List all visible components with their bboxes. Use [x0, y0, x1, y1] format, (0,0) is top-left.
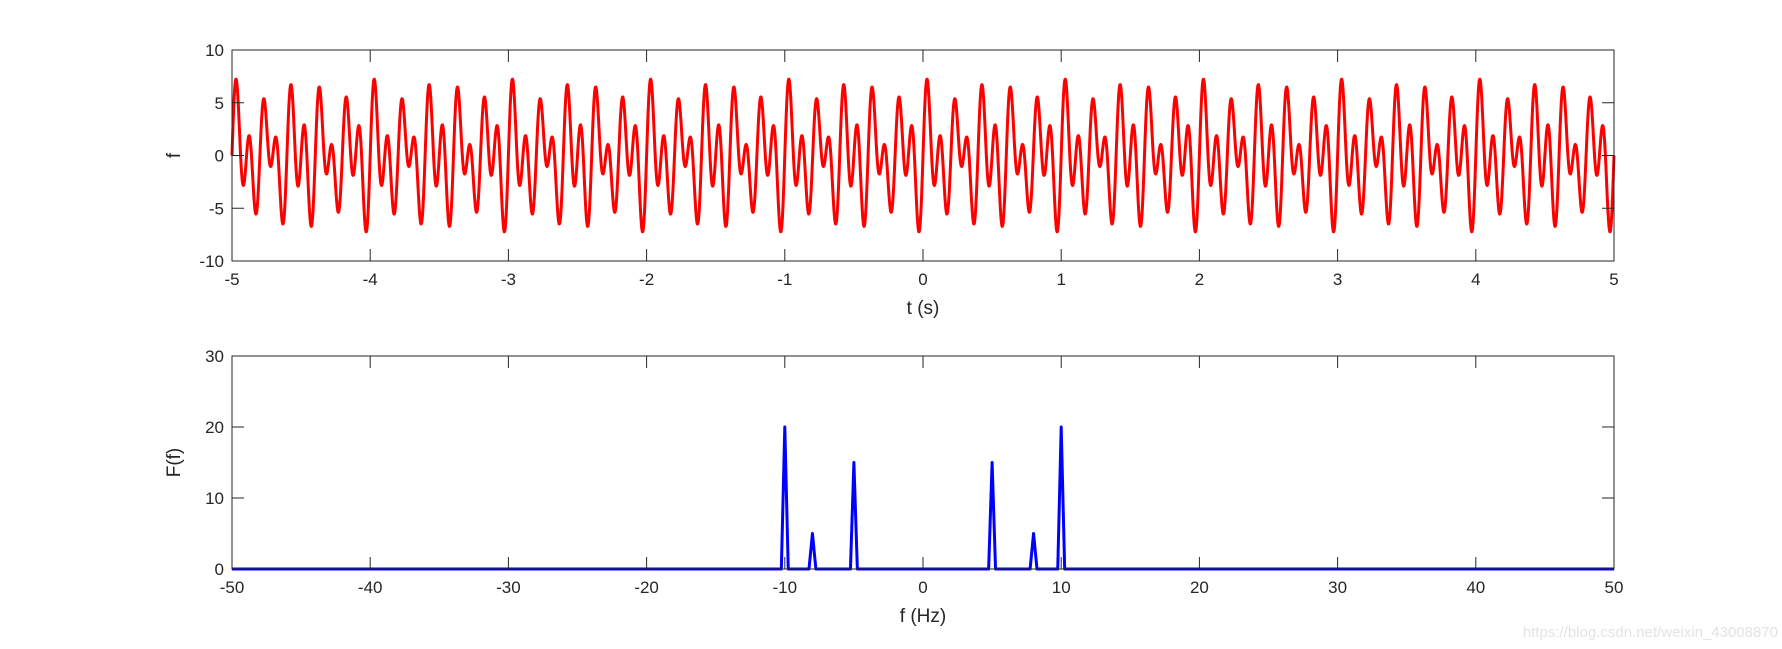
x-tick-label: 3 [1333, 270, 1342, 289]
series-line [230, 77, 1616, 234]
x-tick-label: -3 [501, 270, 516, 289]
x-tick-label: -5 [224, 270, 239, 289]
x-tick-label: -50 [220, 578, 245, 597]
x-tick-label: 10 [1052, 578, 1071, 597]
plot-area [232, 356, 1614, 569]
x-tick-label: -40 [358, 578, 383, 597]
watermark: https://blog.csdn.net/weixin_43008870 [1522, 624, 1778, 641]
x-tick-label: -2 [639, 270, 654, 289]
x-axis-label: f (Hz) [900, 606, 946, 627]
y-tick-label: 30 [205, 347, 224, 366]
x-tick-label: -10 [773, 578, 798, 597]
x-tick-label: -4 [363, 270, 378, 289]
x-tick-label: -20 [634, 578, 659, 597]
x-tick-label: 50 [1605, 578, 1624, 597]
y-axis-label: f [164, 152, 185, 158]
x-tick-label: 0 [918, 578, 927, 597]
x-tick-label: -1 [777, 270, 792, 289]
chart-2: -50 -40 -30 -20 -10 0 10 20 30 40 50 0 10 20 30 f (Hz) F… [164, 347, 1623, 627]
y-tick-label: 0 [215, 560, 224, 579]
y-tick-label: -10 [199, 252, 224, 271]
x-tick-label: 1 [1056, 270, 1065, 289]
y-tick-label: 0 [215, 147, 224, 166]
x-tick-label: 4 [1471, 270, 1480, 289]
x-tick-label: 40 [1466, 578, 1485, 597]
y-tick-label: 10 [205, 489, 224, 508]
x-axis-label: t (s) [907, 298, 940, 319]
x-tick-label: 0 [918, 270, 927, 289]
x-tick-label: 2 [1195, 270, 1204, 289]
y-tick-label: 10 [205, 41, 224, 60]
y-axis-label: F(f) [164, 448, 185, 478]
x-tick-label: 5 [1609, 270, 1618, 289]
y-tick-label: 5 [215, 94, 224, 113]
y-tick-label: -5 [209, 199, 224, 218]
x-tick-label: -30 [496, 578, 521, 597]
x-tick-label: 30 [1328, 578, 1347, 597]
y-tick-label: 20 [205, 418, 224, 437]
x-tick-label: 20 [1190, 578, 1209, 597]
